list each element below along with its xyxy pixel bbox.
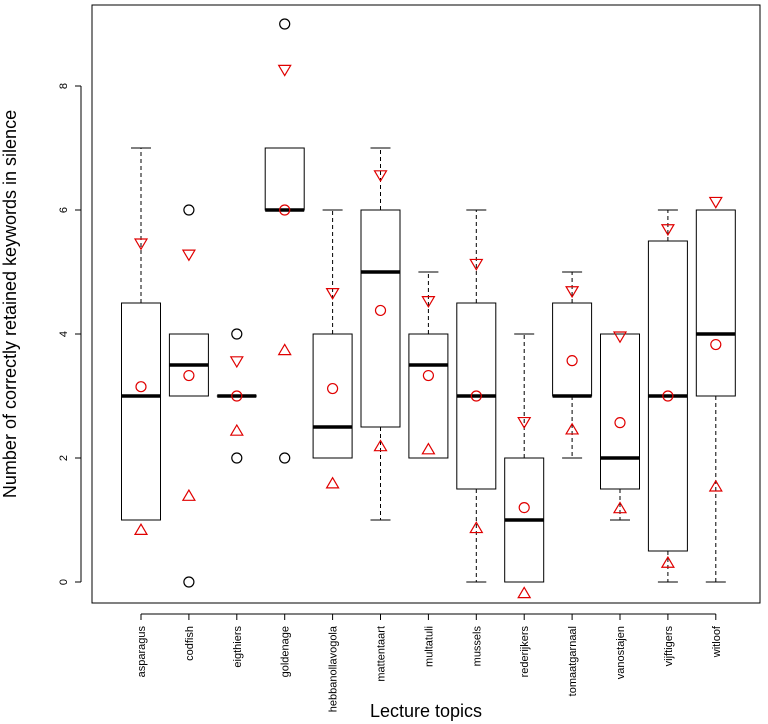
box-rect [121, 302, 161, 521]
lower-marker-triangle [229, 423, 244, 436]
box-rect [408, 333, 449, 459]
upper-marker-triangle [181, 249, 196, 262]
mean-point [614, 417, 626, 429]
lower-marker-triangle [708, 479, 723, 492]
outlier-point [231, 452, 243, 464]
box-codfish [168, 204, 209, 588]
mean-point [374, 304, 387, 317]
mean-point [135, 381, 147, 393]
outlier-point [183, 204, 195, 216]
outlier-point [279, 18, 291, 30]
box-asparagus [121, 147, 161, 536]
box-eigthiers [216, 328, 257, 464]
upper-marker-triangle [229, 356, 244, 369]
plot-frame [91, 4, 761, 604]
lower-marker-triangle [517, 586, 532, 599]
x-tick-label-mussels: mussels [471, 626, 483, 667]
box-rect [312, 333, 353, 459]
lower-marker-triangle [660, 555, 675, 568]
x-tick-label-tomaatgarnaal: tomaatgarnaal [567, 626, 579, 696]
box-vanostajen [600, 331, 640, 521]
mean-point [566, 355, 578, 367]
x-tick-label-vijftigers: vijftigers [663, 626, 675, 667]
box-witloof [695, 196, 736, 583]
upper-marker-triangle [660, 224, 675, 237]
lower-marker-triangle [325, 476, 340, 489]
mean-point [662, 390, 674, 402]
x-tick-label-witloof: witloof [711, 625, 723, 658]
box-vijftigers [647, 209, 688, 583]
mean-point [231, 390, 243, 402]
x-tick-label-mattentaart: mattentaart [376, 626, 388, 682]
mean-point [183, 369, 195, 382]
mean-point [470, 390, 482, 402]
box-rect [264, 147, 305, 211]
lower-marker-triangle [612, 501, 628, 514]
box-rect [695, 209, 736, 397]
x-tick-label-vanostajen: vanostajen [615, 626, 627, 679]
x-tick-label-codfish: codfish [184, 626, 196, 661]
upper-marker-triangle [517, 416, 532, 429]
y-axis-title: Number of correctly retained keywords in… [0, 110, 20, 498]
x-tick-label-eigthiers: eigthiers [232, 626, 244, 668]
y-axis: 0 2 4 6 8 [58, 83, 82, 585]
box-rederijkers [504, 333, 545, 599]
box-mattentaart [360, 147, 401, 521]
x-axis-title: Lecture topics [370, 701, 482, 721]
y-tick-label: 4 [58, 331, 70, 337]
lower-marker-triangle [421, 442, 436, 455]
outlier-point [231, 328, 243, 340]
upper-marker-triangle [373, 170, 388, 183]
lower-marker-triangle [277, 343, 292, 356]
upper-marker-triangle [277, 64, 292, 77]
upper-marker-triangle [708, 196, 723, 209]
box-rect [360, 209, 401, 428]
lower-marker-triangle [373, 439, 388, 452]
outlier-point [183, 576, 195, 588]
x-tick-label-asparagus: asparagus [136, 626, 148, 678]
x-tick-label-goldenage: goldenage [280, 626, 292, 677]
box-tomaatgarnaal [552, 271, 593, 459]
y-tick-label: 6 [58, 207, 70, 213]
upper-marker-triangle [325, 288, 340, 300]
lower-marker-triangle [133, 523, 149, 536]
y-tick-label: 2 [58, 455, 70, 461]
x-tick-label-rederijkers: rederijkers [519, 626, 531, 678]
mean-point [279, 204, 291, 216]
mean-point [422, 369, 434, 382]
mean-point [327, 382, 339, 395]
lower-marker-triangle [181, 488, 196, 501]
y-tick-label: 0 [58, 579, 70, 585]
lower-marker-triangle [565, 422, 580, 435]
mean-point [710, 338, 722, 351]
box-mussels [456, 209, 497, 583]
x-tick-label-hebbanollavogola: hebbanollavogola [328, 625, 340, 712]
boxes [121, 18, 736, 599]
upper-marker-triangle [469, 258, 484, 271]
upper-marker-triangle [565, 286, 580, 299]
lower-marker-triangle [469, 521, 484, 534]
x-axis: asparagus codfish eigthiers goldenage hebban… [136, 613, 723, 712]
x-tick-label-multatuli: multatuli [423, 626, 435, 667]
upper-marker-triangle [421, 296, 436, 309]
mean-point [518, 502, 530, 514]
upper-marker-triangle [133, 238, 149, 251]
outlier-point [279, 452, 291, 464]
box-rect [600, 333, 640, 490]
y-tick-label: 8 [58, 83, 70, 89]
box-rect [552, 302, 593, 397]
box-hebbanollavogola [312, 209, 353, 489]
box-multatuli [408, 271, 449, 459]
box-goldenage [264, 18, 305, 464]
upper-marker-triangle [612, 331, 628, 344]
